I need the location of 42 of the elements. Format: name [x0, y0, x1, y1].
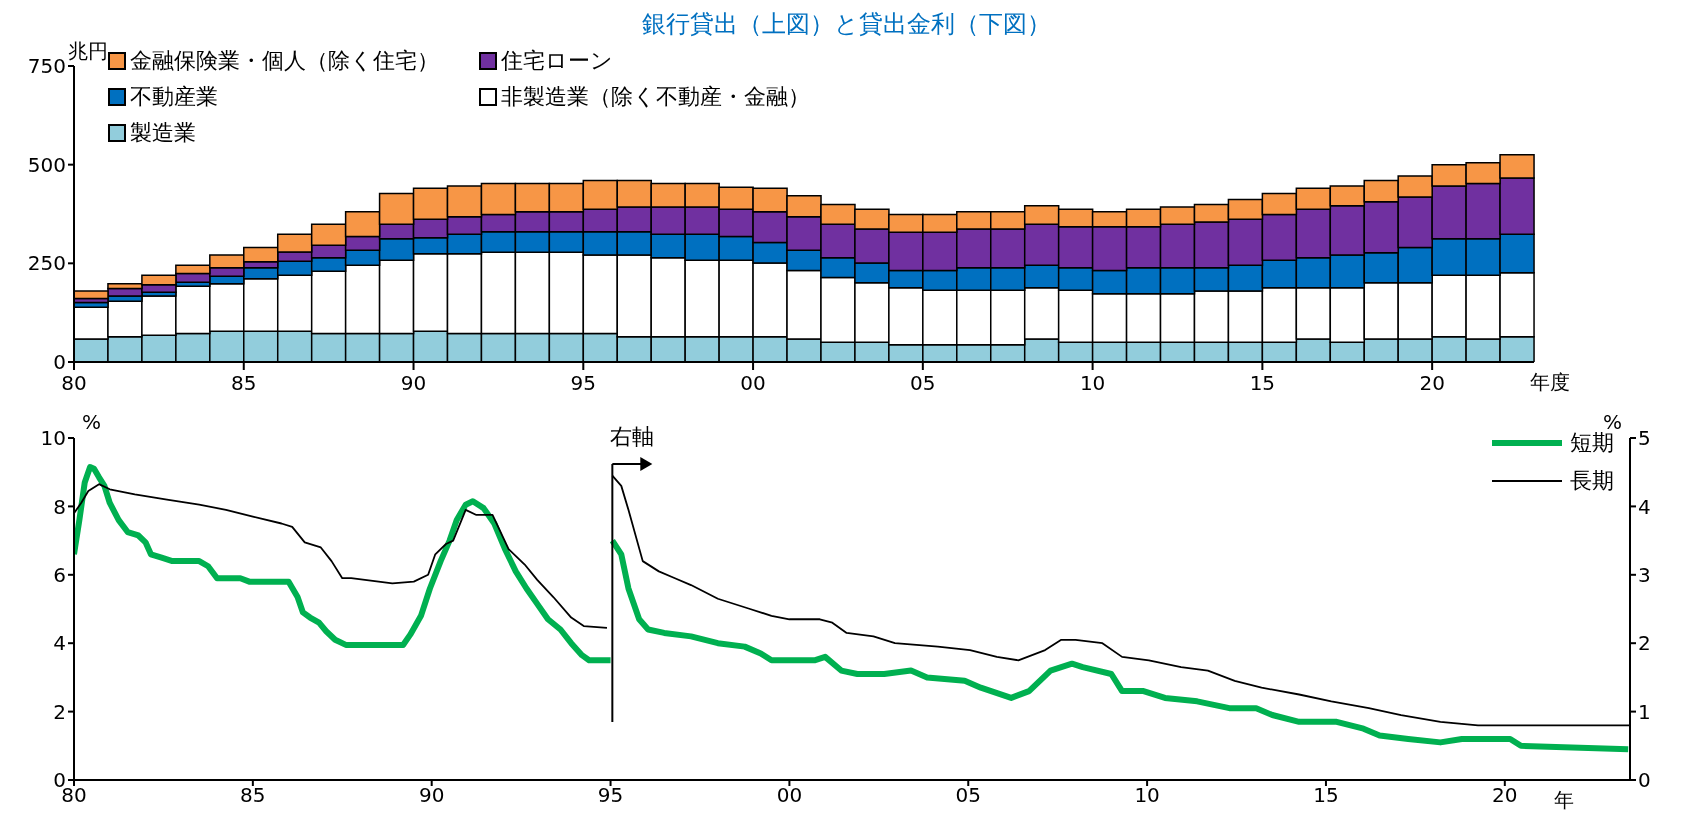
y-tick-label: 2 — [53, 699, 66, 724]
x-axis-title: 年 — [1554, 787, 1574, 814]
y-tick-label: 8 — [53, 494, 66, 519]
x-tick-label: 90 — [400, 371, 427, 395]
x-tick-label: 20 — [1419, 371, 1445, 395]
y2-tick-label: 5 — [1638, 426, 1651, 451]
y2-tick-label: 1 — [1638, 699, 1651, 724]
y2-tick-label: 3 — [1638, 562, 1651, 587]
y-tick-label: 10 — [40, 426, 66, 451]
chart-title: 銀行貸出（上図）と貸出金利（下図） — [640, 9, 1052, 38]
x-tick-label: 90 — [418, 783, 445, 808]
y-tick-label: 6 — [53, 562, 66, 587]
legend-label: 製造業 — [130, 119, 196, 147]
y-tick-label: 4 — [53, 631, 66, 656]
y-tick-label: 500 — [27, 152, 66, 177]
x-axis-title: 年度 — [1530, 369, 1570, 396]
x-tick-label: 05 — [910, 371, 936, 395]
legend-label: 長期 — [1570, 467, 1614, 495]
x-tick-label: 15 — [1249, 371, 1276, 395]
x-tick-label: 85 — [240, 783, 266, 808]
annotation: 右軸 — [610, 424, 655, 449]
x-tick-label: 10 — [1134, 783, 1160, 808]
legend-label: 住宅ローン — [501, 47, 613, 75]
x-tick-label: 95 — [570, 371, 597, 395]
x-tick-label: 00 — [776, 783, 803, 808]
legend-label: 非製造業（除く不動産・金融） — [501, 83, 810, 111]
y2-tick-label: 4 — [1638, 494, 1651, 519]
y2-tick-label: 0 — [1638, 768, 1651, 793]
x-tick-label: 95 — [597, 783, 624, 808]
y-axis-title: 兆円 — [68, 38, 108, 65]
legend-label: 金融保険業・個人（除く住宅） — [130, 47, 439, 75]
y-axis-title: % — [82, 410, 102, 434]
y-tick-label: 750 — [27, 54, 66, 79]
y-tick-label: 250 — [27, 251, 66, 276]
y2-tick-label: 2 — [1638, 631, 1651, 656]
x-tick-label: 10 — [1079, 371, 1106, 395]
x-tick-label: 15 — [1313, 783, 1339, 808]
x-tick-label: 20 — [1492, 783, 1518, 808]
x-tick-label: 85 — [231, 371, 257, 395]
x-tick-label: 00 — [740, 371, 766, 395]
x-tick-label: 05 — [955, 783, 981, 808]
legend-label: 不動産業 — [130, 83, 218, 111]
